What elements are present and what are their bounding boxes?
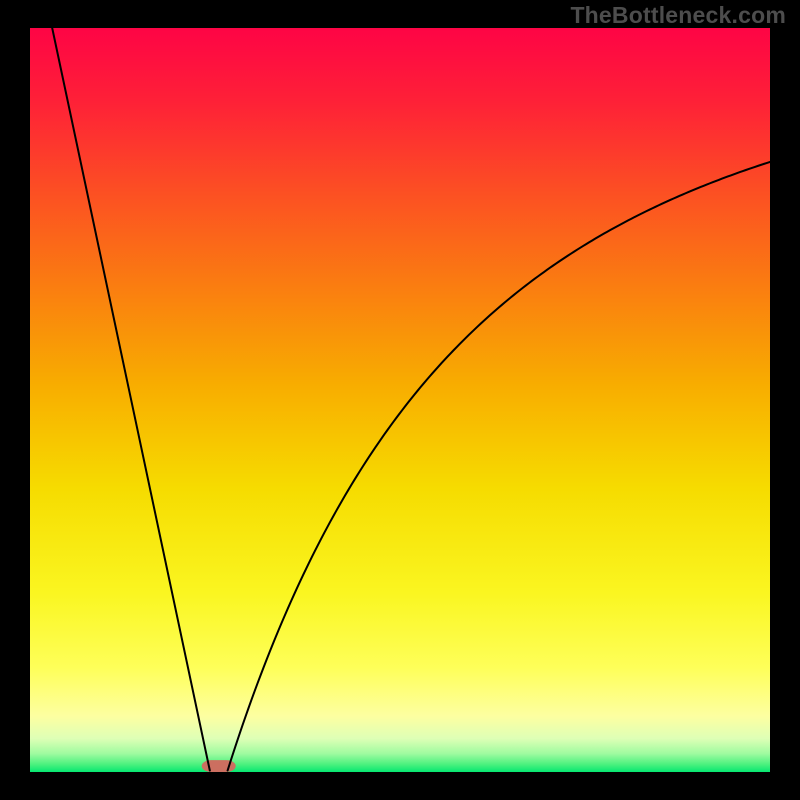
watermark-text: TheBottleneck.com xyxy=(570,2,786,29)
bottleneck-chart xyxy=(30,28,770,772)
gradient-background xyxy=(30,28,770,772)
chart-frame: TheBottleneck.com xyxy=(0,0,800,800)
